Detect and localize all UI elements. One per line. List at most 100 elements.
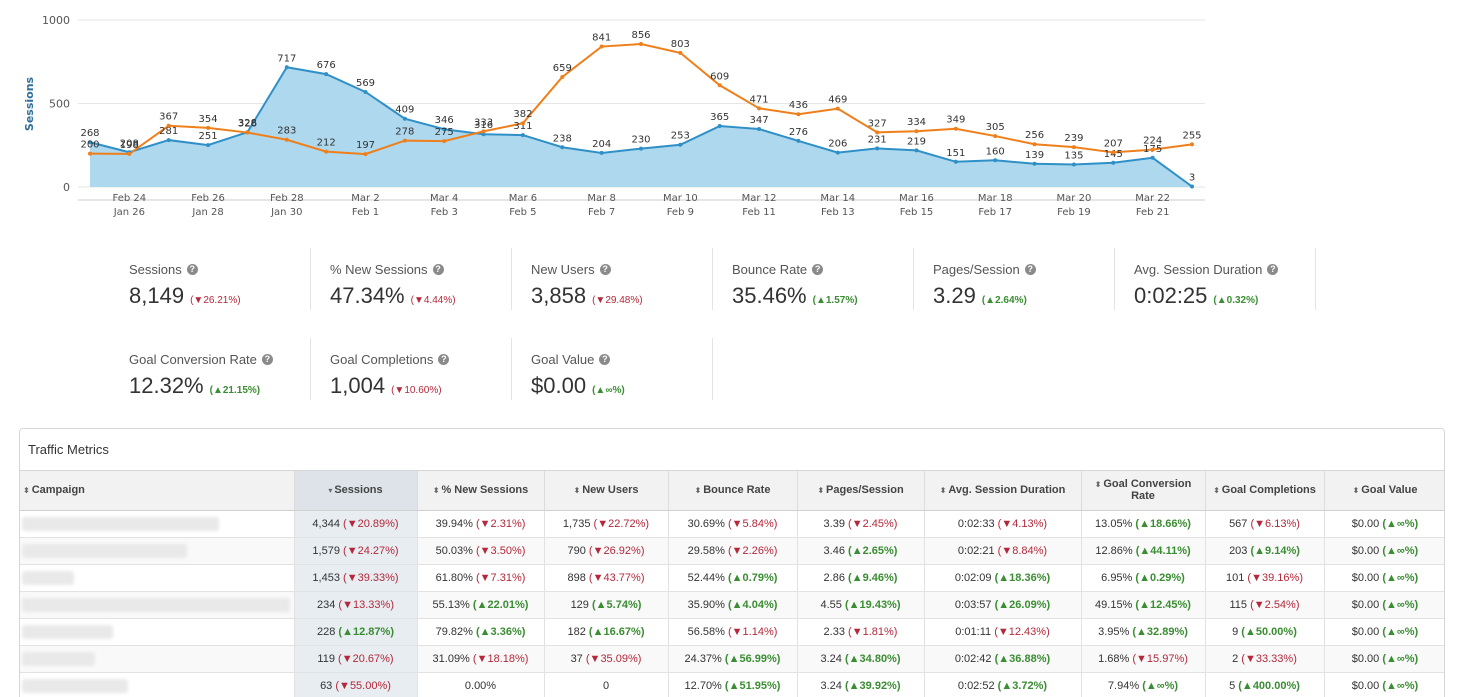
campaign-cell[interactable] xyxy=(20,645,295,673)
arrow-down-icon: ▼ xyxy=(341,652,353,665)
table-row[interactable]: 63 (▼55.00%) 0.00% 0 12.70% (▲51.95%) 3.24 (… xyxy=(20,672,1444,697)
metric-cell: 3.24 (▲39.92%) xyxy=(797,672,925,697)
help-icon[interactable]: ? xyxy=(599,264,611,275)
scorecard-label: Goal Conversion Rate? xyxy=(129,352,310,367)
column-header-new-users[interactable]: ⬍ New Users xyxy=(544,471,669,511)
y-tick-label: 0 xyxy=(63,181,70,194)
cell-change: (▲39.92%) xyxy=(841,679,901,692)
help-icon[interactable]: ? xyxy=(261,354,273,365)
metric-cell: 0:03:57 (▲26.09%) xyxy=(924,591,1082,619)
cell-change-value: ∞% xyxy=(1396,517,1415,530)
cell-value: 101 xyxy=(1226,571,1245,584)
cell-change: (▲26.09%) xyxy=(991,598,1051,611)
column-header-goal-completions[interactable]: ⬍ Goal Completions xyxy=(1205,471,1325,511)
series-2-data-label: 856 xyxy=(631,30,650,41)
arrow-up-icon: ▲ xyxy=(476,598,488,611)
cell-change: (▲2.65%) xyxy=(844,544,898,557)
table-row[interactable]: 228 (▲12.87%) 79.82% (▲3.36%) 182 (▲16.67%… xyxy=(20,618,1444,646)
x-tick-label: Mar 22 xyxy=(1135,193,1170,204)
x-tick-label: Mar 2 xyxy=(351,193,379,204)
sort-icon: ⬍ xyxy=(573,486,581,496)
arrow-down-icon: ▼ xyxy=(339,679,350,692)
cell-change: (▲18.36%) xyxy=(991,571,1051,584)
arrow-down-icon: ▼ xyxy=(589,652,601,665)
scorecard-label-text: Sessions xyxy=(129,262,182,277)
column-header-label: Sessions xyxy=(334,484,383,497)
column-header-goal-value[interactable]: ⬍ Goal Value xyxy=(1324,471,1444,511)
metric-cell: 4,344 (▼20.89%) xyxy=(294,510,418,538)
arrow-down-icon: ▼ xyxy=(193,295,204,306)
scorecard-goal-value: Goal Value? $0.00 (▲∞%) xyxy=(512,338,713,400)
cell-change: (▼15.97%) xyxy=(1129,652,1188,665)
campaign-cell[interactable] xyxy=(20,672,295,697)
help-icon[interactable]: ? xyxy=(438,354,450,365)
campaign-cell[interactable] xyxy=(20,537,295,565)
arrow-down-icon: ▼ xyxy=(479,571,491,584)
cell-value: 79.82% xyxy=(435,625,473,638)
series-2-data-label: 278 xyxy=(395,127,414,138)
cell-value: 3.24 xyxy=(820,679,842,692)
campaign-cell[interactable] xyxy=(20,618,295,646)
campaign-cell[interactable] xyxy=(20,564,295,592)
cell-value: $0.00 xyxy=(1351,544,1380,557)
arrow-up-icon: ▲ xyxy=(848,598,860,611)
table-row[interactable]: 119 (▼20.67%) 31.09% (▼18.18%) 37 (▼35.09%… xyxy=(20,645,1444,673)
scorecard-change-value: 4.44% xyxy=(423,295,453,306)
metric-cell: 12.86% (▲44.11%) xyxy=(1081,537,1206,565)
arrow-up-icon: ▲ xyxy=(1386,679,1397,692)
column-header-pages-session[interactable]: ⬍ Pages/Session xyxy=(797,471,925,511)
help-icon[interactable]: ? xyxy=(1024,264,1036,275)
cell-change-value: 2.45% xyxy=(862,517,894,530)
sort-icon: ⬍ xyxy=(1213,486,1220,496)
scorecard-value: 3.29 xyxy=(933,283,976,308)
cell-change-value: 2.31% xyxy=(490,517,522,530)
series-2-data-label: 198 xyxy=(120,140,139,151)
arrow-down-icon: ▼ xyxy=(346,544,358,557)
cell-change-value: 44.11% xyxy=(1150,544,1187,557)
series-1-point xyxy=(678,142,683,147)
scorecard-value: 35.46% xyxy=(732,283,807,308)
column-header-campaign[interactable]: ⬍ Campaign xyxy=(20,471,295,511)
cell-change: (▲22.01%) xyxy=(469,598,529,611)
cell-change-value: 400.00% xyxy=(1252,679,1297,692)
series-2-point xyxy=(442,139,447,144)
arrow-down-icon: ▼ xyxy=(1254,517,1266,530)
cell-change-value: 9.14% xyxy=(1265,544,1297,557)
series-1-data-label: 3 xyxy=(1189,172,1195,183)
column-header-goal-conversion-rate[interactable]: ⬍ Goal Conversion Rate xyxy=(1081,471,1206,511)
cell-value: 6.95% xyxy=(1101,571,1133,584)
metric-cell: 0:02:42 (▲36.88%) xyxy=(924,645,1082,673)
cell-change: (▲∞%) xyxy=(1379,652,1419,665)
scorecard-label-text: New Users xyxy=(531,262,595,277)
cell-change: (▲34.80%) xyxy=(841,652,901,665)
help-icon[interactable]: ? xyxy=(432,264,444,275)
table-row[interactable]: 1,453 (▼39.33%) 61.80% (▼7.31%) 898 (▼43.7… xyxy=(20,564,1444,592)
column-header-avg-session-duration[interactable]: ⬍ Avg. Session Duration xyxy=(924,471,1082,511)
table-row[interactable]: 4,344 (▼20.89%) 39.94% (▼2.31%) 1,735 (▼22… xyxy=(20,510,1444,538)
column-header-sessions[interactable]: ▾ Sessions xyxy=(294,471,418,511)
help-icon[interactable]: ? xyxy=(186,264,198,275)
series-2-data-label: 436 xyxy=(789,100,808,111)
scorecard-label: New Users? xyxy=(531,262,712,277)
cell-value: 12.86% xyxy=(1095,544,1133,557)
column-header-bounce-rate[interactable]: ⬍ Bounce Rate xyxy=(668,471,798,511)
campaign-cell[interactable] xyxy=(20,591,295,619)
series-1-point xyxy=(599,150,604,155)
column-header-new-sessions[interactable]: ⬍% New Sessions xyxy=(417,471,545,511)
scorecard-label: Goal Completions? xyxy=(330,352,511,367)
help-icon[interactable]: ? xyxy=(812,264,824,275)
cell-value: 0:02:33 xyxy=(957,517,995,530)
table-row[interactable]: 234 (▼13.33%) 55.13% (▲22.01%) 129 (▲5.74%… xyxy=(20,591,1444,619)
panel-title: Traffic Metrics xyxy=(20,429,1444,471)
metric-cell: 3.46 (▲2.65%) xyxy=(797,537,925,565)
campaign-cell[interactable] xyxy=(20,510,295,538)
metric-cell: 119 (▼20.67%) xyxy=(294,645,418,673)
help-icon[interactable]: ? xyxy=(599,354,611,365)
arrow-up-icon: ▲ xyxy=(1001,679,1013,692)
arrow-up-icon: ▲ xyxy=(851,571,863,584)
table-row[interactable]: 1,579 (▼24.27%) 50.03% (▼3.50%) 790 (▼26.9… xyxy=(20,537,1444,565)
arrow-up-icon: ▲ xyxy=(815,295,826,306)
help-icon[interactable]: ? xyxy=(1267,264,1279,275)
cell-change: (▲400.00%) xyxy=(1235,679,1300,692)
series-2-point xyxy=(757,106,762,111)
